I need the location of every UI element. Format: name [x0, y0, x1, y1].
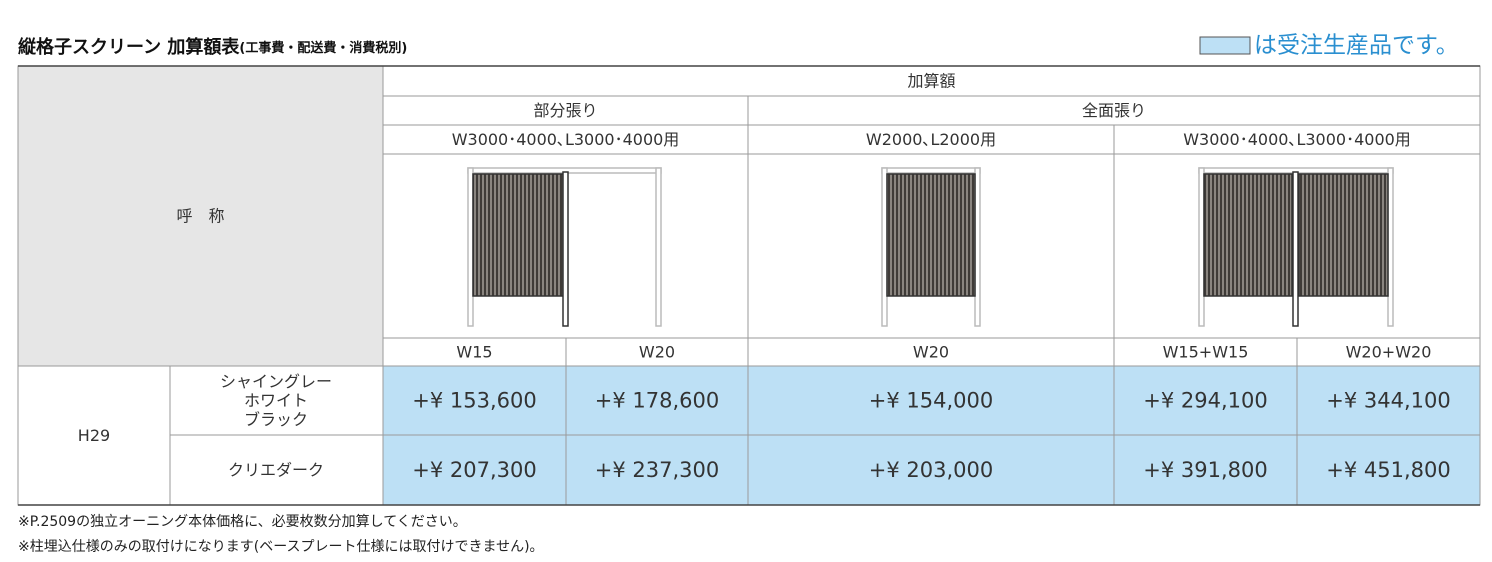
- title-main: 縦格子スクリーン 加算額表: [18, 36, 240, 58]
- size-label-cell: [1296, 337, 1481, 367]
- size-label: W20+W20: [1346, 343, 1432, 362]
- applies-label-cell: [382, 124, 749, 155]
- legend-text: は受注生産品です。: [1254, 33, 1459, 59]
- price-cell: [747, 434, 1115, 506]
- price: +¥ 153,600: [412, 389, 536, 413]
- height-label-cell: [17, 365, 171, 506]
- size-label: W15+W15: [1163, 343, 1249, 362]
- price: +¥ 237,300: [595, 458, 719, 482]
- price-cell: [565, 434, 749, 506]
- price: +¥ 294,100: [1143, 389, 1267, 413]
- screen-post: [1292, 171, 1299, 327]
- height-label: H29: [78, 426, 110, 445]
- applies-label: W2000､L2000用: [866, 130, 996, 149]
- screen: [886, 173, 976, 297]
- price: +¥ 344,100: [1326, 389, 1450, 413]
- price: +¥ 154,000: [869, 389, 993, 413]
- subgroup-label: 部分張り: [533, 101, 597, 120]
- screen: [1298, 173, 1389, 297]
- price: +¥ 391,800: [1143, 458, 1267, 482]
- title-note: (工事費・配送費・消費税別): [239, 40, 407, 56]
- title: 縦格子スクリーン 加算額表(工事費・配送費・消費税別): [18, 36, 407, 58]
- color-cell: [169, 434, 384, 506]
- color-label: ホワイト: [244, 391, 308, 410]
- size-label-cell: [747, 337, 1115, 367]
- size-label: W15: [456, 343, 492, 362]
- color-cell: [169, 365, 384, 436]
- post: [655, 167, 662, 327]
- price-cell: [565, 365, 749, 436]
- subgroup-label: 全面張り: [1082, 101, 1146, 120]
- size-label-cell: [565, 337, 749, 367]
- screen: [472, 173, 564, 297]
- beam: [881, 167, 981, 174]
- price: +¥ 178,600: [595, 389, 719, 413]
- size-label-cell: [382, 337, 567, 367]
- footnote: ※P.2509の独立オーニング本体価格に、必要枚数分加算してください。: [18, 514, 467, 530]
- applies-label: W3000･4000､L3000･4000用: [1183, 130, 1411, 149]
- legend-swatch: [1199, 36, 1251, 55]
- size-label: W20: [913, 343, 949, 362]
- subgroup-label-cell: [382, 95, 749, 126]
- price-cell: [1113, 365, 1298, 436]
- applies-label: W3000･4000､L3000･4000用: [452, 130, 680, 149]
- size-label: W20: [639, 343, 675, 362]
- price: +¥ 451,800: [1326, 458, 1450, 482]
- price-cell: [382, 365, 567, 436]
- corner-label: 呼 称: [176, 207, 224, 226]
- color-label: クリエダーク: [228, 461, 324, 480]
- applies-label-cell: [1113, 124, 1481, 155]
- price: +¥ 203,000: [869, 458, 993, 482]
- color-label: シャイングレー: [220, 372, 332, 391]
- illustrations: [467, 167, 1394, 327]
- subgroup-label-cell: [747, 95, 1481, 126]
- price-cell: [1296, 434, 1481, 506]
- price: +¥ 207,300: [412, 458, 536, 482]
- screen: [1203, 173, 1293, 297]
- corner-label-cell: [17, 65, 384, 367]
- color-label: ブラック: [244, 410, 308, 429]
- footnote: ※柱埋込仕様のみの取付けになります(ベースプレート仕様には取付けできません)。: [18, 539, 544, 555]
- size-label-cell: [1113, 337, 1298, 367]
- group-label: 加算額: [907, 72, 955, 91]
- screen-post: [562, 171, 569, 327]
